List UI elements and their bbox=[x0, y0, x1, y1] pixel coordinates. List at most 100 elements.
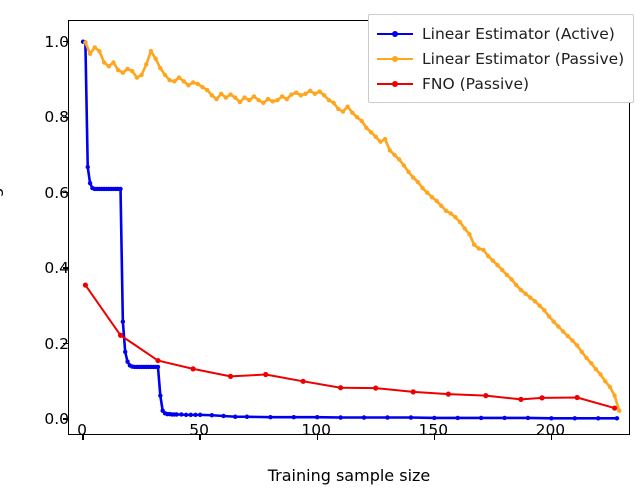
x-tick-mark bbox=[433, 434, 435, 440]
x-tick-label: 0 bbox=[77, 421, 87, 439]
data-point bbox=[518, 396, 524, 402]
data-point bbox=[268, 414, 273, 420]
data-point bbox=[275, 98, 280, 103]
data-point bbox=[315, 414, 320, 420]
data-point bbox=[574, 394, 580, 401]
data-point bbox=[556, 324, 561, 329]
legend-swatch-fno-passive bbox=[377, 77, 413, 91]
data-point bbox=[193, 412, 198, 418]
y-tick-mark bbox=[63, 192, 69, 194]
data-point bbox=[457, 219, 463, 225]
data-point bbox=[542, 308, 547, 313]
data-point bbox=[125, 66, 130, 72]
data-point bbox=[373, 134, 378, 140]
data-point bbox=[190, 366, 196, 372]
data-point bbox=[415, 179, 421, 185]
data-point bbox=[312, 91, 318, 97]
series-line bbox=[84, 284, 616, 410]
data-point bbox=[265, 96, 271, 102]
data-point bbox=[462, 226, 467, 231]
data-point bbox=[502, 415, 507, 421]
data-point bbox=[603, 379, 608, 384]
data-point bbox=[411, 175, 416, 180]
data-point bbox=[401, 163, 407, 168]
data-point bbox=[514, 282, 519, 288]
data-point bbox=[244, 414, 250, 419]
data-point bbox=[532, 299, 538, 304]
data-point bbox=[574, 343, 580, 348]
y-tick-mark bbox=[63, 116, 69, 118]
data-point bbox=[303, 91, 308, 97]
data-point bbox=[483, 393, 489, 399]
data-point bbox=[214, 96, 219, 102]
data-point bbox=[263, 371, 269, 378]
data-point bbox=[378, 139, 383, 144]
data-point bbox=[83, 40, 88, 45]
data-point bbox=[518, 287, 524, 293]
data-point bbox=[115, 67, 121, 73]
data-point bbox=[565, 333, 570, 339]
data-point bbox=[523, 291, 528, 296]
data-point bbox=[439, 203, 444, 209]
data-point bbox=[453, 214, 458, 220]
data-point bbox=[537, 303, 542, 309]
data-point bbox=[408, 415, 414, 420]
data-point bbox=[338, 415, 343, 420]
data-point bbox=[387, 148, 393, 153]
data-point bbox=[176, 75, 182, 80]
data-point bbox=[197, 412, 203, 418]
data-point bbox=[443, 208, 449, 213]
data-point bbox=[392, 152, 397, 158]
data-point bbox=[242, 95, 247, 100]
data-point bbox=[598, 372, 603, 377]
data-point bbox=[251, 94, 257, 99]
data-point bbox=[300, 378, 306, 384]
y-tick-mark bbox=[63, 267, 69, 269]
data-point bbox=[596, 416, 601, 421]
y-tick-mark bbox=[63, 41, 69, 43]
data-point bbox=[120, 70, 126, 75]
data-point bbox=[476, 246, 481, 251]
data-point bbox=[445, 391, 451, 397]
data-point bbox=[134, 75, 140, 80]
data-point bbox=[219, 91, 224, 97]
legend-item-fno-passive: FNO (Passive) bbox=[377, 71, 624, 96]
data-point bbox=[448, 211, 453, 216]
data-point bbox=[183, 412, 189, 418]
legend-swatch-linear-active bbox=[377, 27, 413, 41]
data-point bbox=[223, 95, 229, 100]
data-point bbox=[82, 282, 88, 288]
data-point bbox=[326, 98, 332, 103]
data-point bbox=[485, 253, 491, 259]
data-point bbox=[162, 72, 168, 78]
data-point bbox=[153, 56, 158, 61]
series-linear-estimator-active bbox=[80, 39, 620, 421]
y-tick-label: 0.6 bbox=[44, 183, 69, 202]
data-point bbox=[345, 104, 350, 109]
data-point bbox=[612, 393, 617, 398]
data-point bbox=[504, 272, 510, 278]
y-tick-label: 1.0 bbox=[44, 32, 69, 51]
data-point bbox=[338, 385, 344, 391]
data-point bbox=[420, 185, 425, 191]
legend-item-linear-passive: Linear Estimator (Passive) bbox=[377, 46, 624, 71]
data-point bbox=[101, 60, 107, 65]
data-point bbox=[221, 413, 226, 419]
data-point bbox=[155, 364, 161, 370]
data-point bbox=[528, 295, 533, 300]
data-point bbox=[478, 415, 484, 421]
data-point bbox=[291, 414, 296, 420]
data-point bbox=[549, 416, 554, 421]
data-point bbox=[322, 93, 327, 98]
data-point bbox=[617, 408, 622, 413]
data-point bbox=[546, 314, 552, 319]
data-point bbox=[317, 89, 322, 94]
legend-item-linear-active: Linear Estimator (Active) bbox=[377, 21, 624, 46]
y-axis-label: Relative testing error bbox=[0, 143, 4, 313]
data-point bbox=[188, 412, 193, 418]
data-point bbox=[289, 92, 294, 97]
data-point bbox=[607, 384, 613, 390]
data-point bbox=[186, 82, 191, 88]
data-point bbox=[368, 130, 374, 135]
